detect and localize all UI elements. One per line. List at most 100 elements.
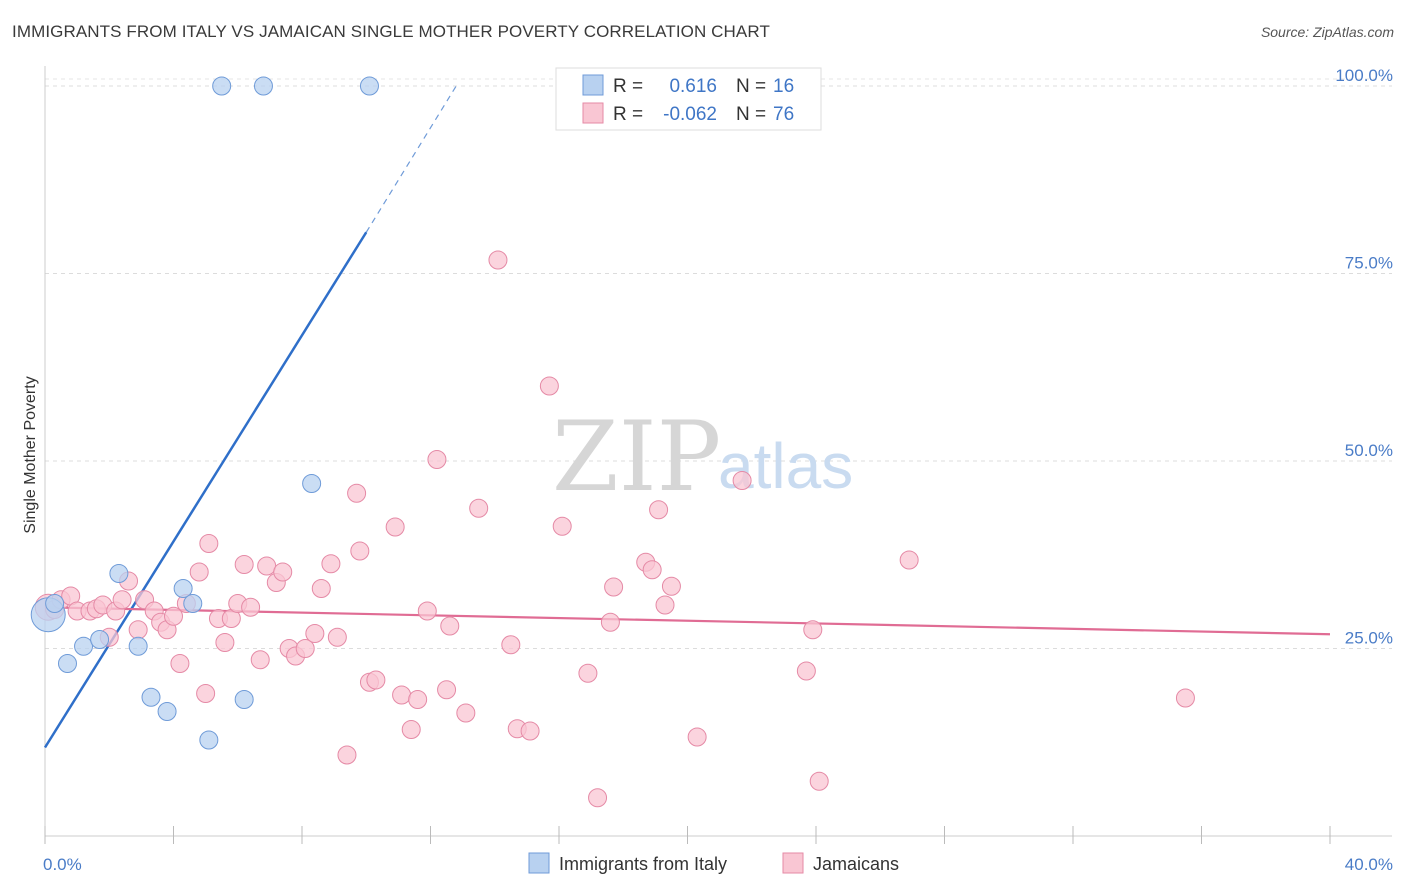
legend-n-value-italy: 16 [773,76,794,97]
point-italy [141,687,161,707]
stats-legend: R = 0.616 N = 16 R = -0.062 N = 76 [555,67,822,131]
series-legend-swatch-italy [528,852,550,874]
point-italy [128,636,148,656]
point-jamaicans [241,597,261,617]
point-jamaicans [199,534,219,553]
y-tick-label: 25.0% [1345,629,1393,648]
legend-r-label: R = [613,104,643,125]
chart-title: IMMIGRANTS FROM ITALY VS JAMAICAN SINGLE… [12,22,770,41]
axes [44,66,1392,844]
legend-r-label: R = [613,76,643,97]
point-jamaicans [642,560,662,580]
point-jamaicans [655,595,675,615]
point-jamaicans [469,498,489,518]
trend-line-italy-extension [365,85,457,233]
point-italy [234,690,254,709]
point-jamaicans [408,690,428,709]
point-jamaicans [295,639,315,658]
point-jamaicans [809,771,829,791]
point-italy [359,76,379,96]
series-legend-swatch-jamaicans [782,852,804,874]
point-jamaicans [437,680,457,700]
point-jamaicans [337,745,357,765]
point-jamaicans [196,684,216,703]
point-jamaicans [552,516,572,536]
point-jamaicans [578,663,598,683]
point-jamaicans [661,576,681,596]
legend-swatch-jamaicans [582,102,604,124]
point-jamaicans [311,579,331,598]
point-italy [109,564,129,583]
y-tick-label: 50.0% [1345,441,1393,460]
point-jamaicans [417,601,437,621]
point-jamaicans [796,661,816,681]
point-italy [57,654,77,673]
series-legend-label-jamaicans: Jamaicans [813,854,899,874]
y-tick-label: 75.0% [1345,254,1393,273]
point-jamaicans [112,590,132,610]
legend-n-label: N = [736,104,766,125]
point-italy [253,76,273,96]
trend-line-jamaicans [44,606,1331,636]
watermark-zip: ZIP [552,401,721,513]
legend-r-value-jamaicans: -0.062 [663,104,717,125]
point-italy [74,636,94,656]
series-legend-label-italy: Immigrants from Italy [559,854,727,874]
point-jamaicans [520,721,540,741]
x-tick-label: 0.0% [43,855,82,874]
point-jamaicans [649,500,669,520]
point-jamaicans [1175,688,1195,708]
point-jamaicans [234,555,254,574]
point-jamaicans [215,633,235,652]
point-jamaicans [392,685,412,705]
point-jamaicans [687,727,707,747]
point-jamaicans [350,541,370,561]
point-italy [183,594,203,613]
point-jamaicans [401,720,421,739]
point-jamaicans [189,562,209,582]
legend-r-value-italy: 0.616 [669,76,717,97]
point-jamaicans [440,616,460,636]
chart-source: Source: ZipAtlas.com [1260,24,1394,40]
point-jamaicans [257,556,277,576]
point-jamaicans [366,670,386,690]
point-jamaicans [588,788,608,808]
point-jamaicans [539,376,559,396]
legend-swatch-italy [582,74,604,96]
point-jamaicans [488,250,508,270]
data-points [30,76,1195,808]
point-italy [199,730,219,750]
y-tick-label: 100.0% [1335,66,1393,85]
point-jamaicans [732,471,752,490]
y-axis-label: Single Mother Poverty [22,376,39,533]
point-italy [157,702,177,721]
point-jamaicans [327,627,347,647]
x-tick-labels: 0.0% 40.0% [43,855,1393,874]
point-jamaicans [456,703,476,723]
point-jamaicans [385,517,405,537]
watermark-atlas: atlas [718,430,853,502]
y-tick-labels: 25.0% 50.0% 75.0% 100.0% [1335,66,1393,648]
trend-line-italy [43,231,368,749]
point-jamaicans [273,562,293,582]
point-jamaicans [604,577,624,597]
point-jamaicans [305,624,325,643]
point-jamaicans [899,550,919,570]
point-italy [90,630,110,649]
point-jamaicans [250,650,270,670]
point-italy [302,474,322,493]
point-italy [45,594,65,613]
point-jamaicans [321,554,341,574]
legend-n-label: N = [736,76,766,97]
point-jamaicans [803,620,823,640]
point-jamaicans [501,635,521,655]
point-jamaicans [600,612,620,632]
series-legend: Immigrants from Italy Jamaicans [528,852,899,874]
point-jamaicans [427,450,447,469]
point-italy [173,579,193,598]
point-jamaicans [347,483,367,503]
legend-n-value-jamaicans: 76 [773,104,794,125]
trend-lines [43,85,1331,749]
point-jamaicans [164,606,183,626]
